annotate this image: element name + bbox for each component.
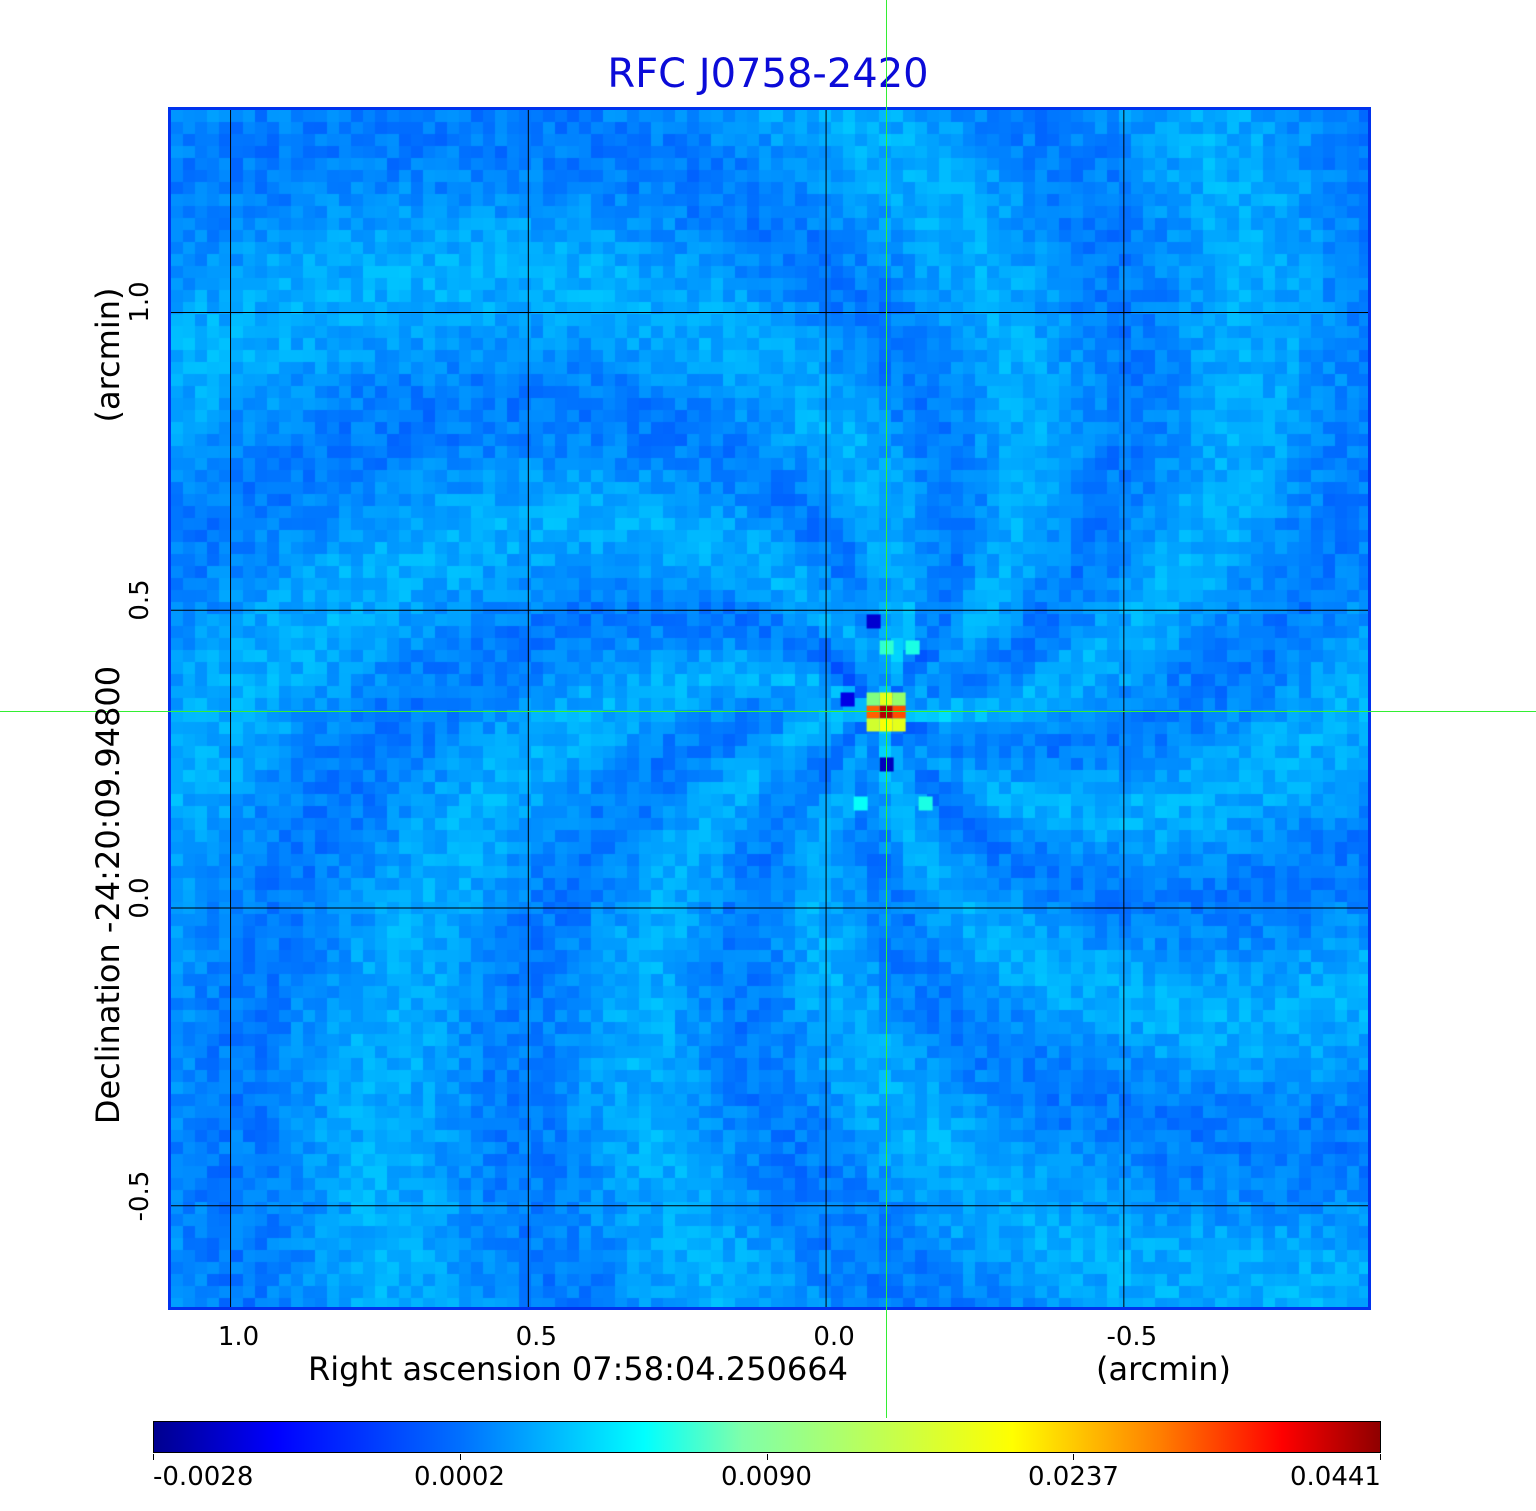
crosshair-horizontal-line (0, 711, 1536, 712)
colorbar-tick-label: 0.0237 (1028, 1462, 1119, 1492)
y-tick-label: 0.5 (125, 579, 155, 621)
colorbar (153, 1421, 1381, 1453)
y-tick-label: 1.0 (125, 281, 155, 324)
colorbar-tick-label: 0.0441 (1290, 1462, 1381, 1492)
y-tick-label: -0.5 (125, 1170, 155, 1222)
x-tick-label: 0.5 (515, 1322, 557, 1352)
colorbar-tick (460, 1454, 461, 1460)
radio-image (171, 110, 1368, 1307)
colorbar-tick (767, 1454, 768, 1460)
x-axis-label: Right ascension 07:58:04.250664 (308, 1350, 848, 1388)
colorbar-tick-label: 0.0002 (414, 1462, 505, 1492)
x-tick-label: 1.0 (217, 1322, 260, 1352)
y-axis-unit: (arcmin) (89, 287, 127, 423)
colorbar-tick (1380, 1454, 1381, 1460)
colorbar-tick (153, 1454, 154, 1460)
grid-lines (171, 110, 1368, 1307)
colorbar-tick (1073, 1454, 1074, 1460)
colorbar-tick-label: -0.0028 (153, 1462, 254, 1492)
plot-area (168, 107, 1371, 1310)
x-axis-unit: (arcmin) (1096, 1350, 1231, 1388)
x-tick-label: 0.0 (813, 1322, 855, 1352)
chart-title: RFC J0758-2420 (607, 51, 929, 97)
x-tick-label: -0.5 (1106, 1322, 1158, 1352)
colorbar-tick-label: 0.0090 (721, 1462, 812, 1492)
y-axis-label: Declination -24:20:09.94800 (89, 665, 127, 1125)
y-tick-label: 0.0 (125, 877, 155, 919)
crosshair-vertical-line (886, 0, 887, 1418)
